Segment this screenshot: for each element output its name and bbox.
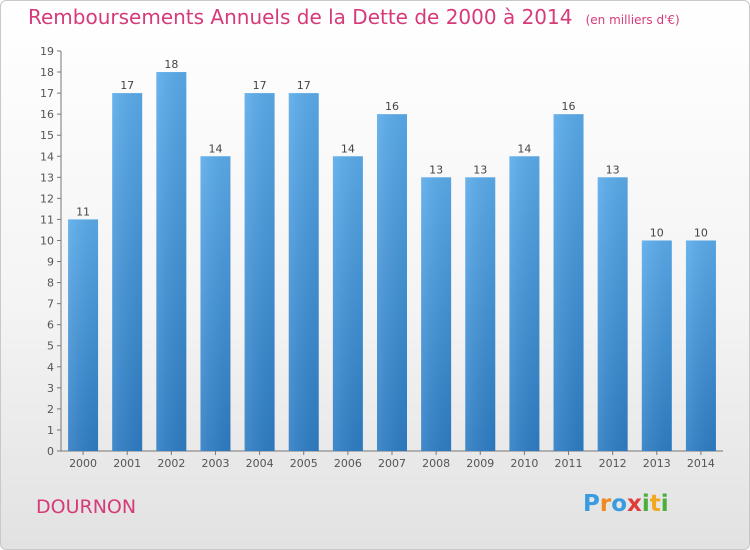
logo-letter: i — [641, 491, 650, 517]
y-tick-label: 8 — [47, 277, 54, 290]
data-label: 14 — [208, 142, 222, 155]
chart-title: Remboursements Annuels de la Dette de 20… — [28, 5, 573, 29]
bar-shade — [641, 240, 672, 451]
data-label: 16 — [385, 100, 399, 113]
x-tick-label: 2001 — [113, 457, 141, 470]
y-tick-label: 2 — [47, 403, 54, 416]
data-label: 13 — [473, 163, 487, 176]
y-tick-label: 13 — [40, 171, 54, 184]
x-tick-label: 2010 — [510, 457, 538, 470]
x-tick-label: 2003 — [201, 457, 229, 470]
y-tick-label: 5 — [47, 340, 54, 353]
logo-letter: r — [599, 491, 612, 517]
y-tick-label: 3 — [47, 382, 54, 395]
bar-shade — [112, 93, 143, 452]
x-tick-label: 2004 — [246, 457, 274, 470]
y-tick-label: 17 — [40, 87, 54, 100]
data-label: 11 — [76, 205, 90, 218]
x-tick-label: 2009 — [466, 457, 494, 470]
bar-shade — [377, 114, 407, 451]
x-tick-label: 2005 — [290, 457, 318, 470]
data-labels: 11 17 18 14 17 17 14 16 13 13 14 16 13 10 10 — [76, 58, 708, 239]
data-label: 13 — [606, 163, 620, 176]
logo-letter: i — [660, 491, 669, 517]
y-tick-label: 19 — [40, 45, 54, 58]
data-label: 13 — [429, 163, 443, 176]
x-tick-label: 2007 — [378, 457, 406, 470]
bars — [68, 72, 716, 452]
y-tick-label: 11 — [40, 213, 54, 226]
bar-shade — [156, 72, 187, 451]
proxiti-logo: Proxiti — [583, 491, 669, 517]
y-tick-label: 6 — [47, 319, 54, 332]
x-tick-label: 2000 — [69, 457, 97, 470]
y-tick-label: 7 — [47, 298, 54, 311]
data-label: 10 — [694, 226, 708, 239]
data-label: 17 — [120, 79, 134, 92]
logo-letter: P — [583, 491, 600, 517]
data-label: 18 — [164, 58, 178, 71]
bar-shade — [288, 93, 319, 452]
data-label: 10 — [650, 226, 664, 239]
x-tick-label: 2013 — [643, 457, 671, 470]
x-tick-label: 2014 — [687, 457, 715, 470]
data-label: 14 — [341, 142, 355, 155]
x-tick-label: 2002 — [157, 457, 185, 470]
logo-letter: o — [611, 491, 628, 517]
x-tick-label: 2011 — [555, 457, 583, 470]
data-label: 17 — [297, 79, 311, 92]
bar-shade — [465, 177, 496, 451]
y-tick-label: 12 — [40, 192, 54, 205]
bar-shade — [244, 93, 275, 452]
x-tick-label: 2012 — [599, 457, 627, 470]
y-tick-label: 0 — [47, 445, 54, 458]
logo-letter: x — [627, 491, 642, 517]
chart-unit: (en milliers d'€) — [585, 13, 680, 27]
y-tick-label: 9 — [47, 256, 54, 269]
bar-shade — [200, 156, 231, 451]
bar-shade — [553, 114, 584, 451]
bar-shade — [332, 156, 363, 451]
data-label: 17 — [253, 79, 267, 92]
y-tick-label: 1 — [47, 424, 54, 437]
bar-shade — [68, 219, 99, 451]
data-label: 16 — [562, 100, 576, 113]
y-tick-label: 18 — [40, 66, 54, 79]
y-tick-label: 14 — [40, 150, 54, 163]
bar-shade — [685, 240, 716, 451]
bar-shade — [509, 156, 540, 451]
commune-name: DOURNON — [36, 496, 137, 518]
x-tick-label: 2006 — [334, 457, 362, 470]
y-tick-label: 10 — [40, 234, 54, 247]
y-tick-label: 15 — [40, 129, 54, 142]
bar-shade — [597, 177, 628, 451]
bar-shade — [421, 177, 452, 451]
chart-header: Remboursements Annuels de la Dette de 20… — [28, 5, 680, 29]
x-tick-label: 2008 — [422, 457, 450, 470]
logo-letter: t — [649, 491, 661, 517]
y-tick-label: 4 — [47, 361, 54, 374]
y-tick-label: 16 — [40, 108, 54, 121]
data-label: 14 — [517, 142, 531, 155]
